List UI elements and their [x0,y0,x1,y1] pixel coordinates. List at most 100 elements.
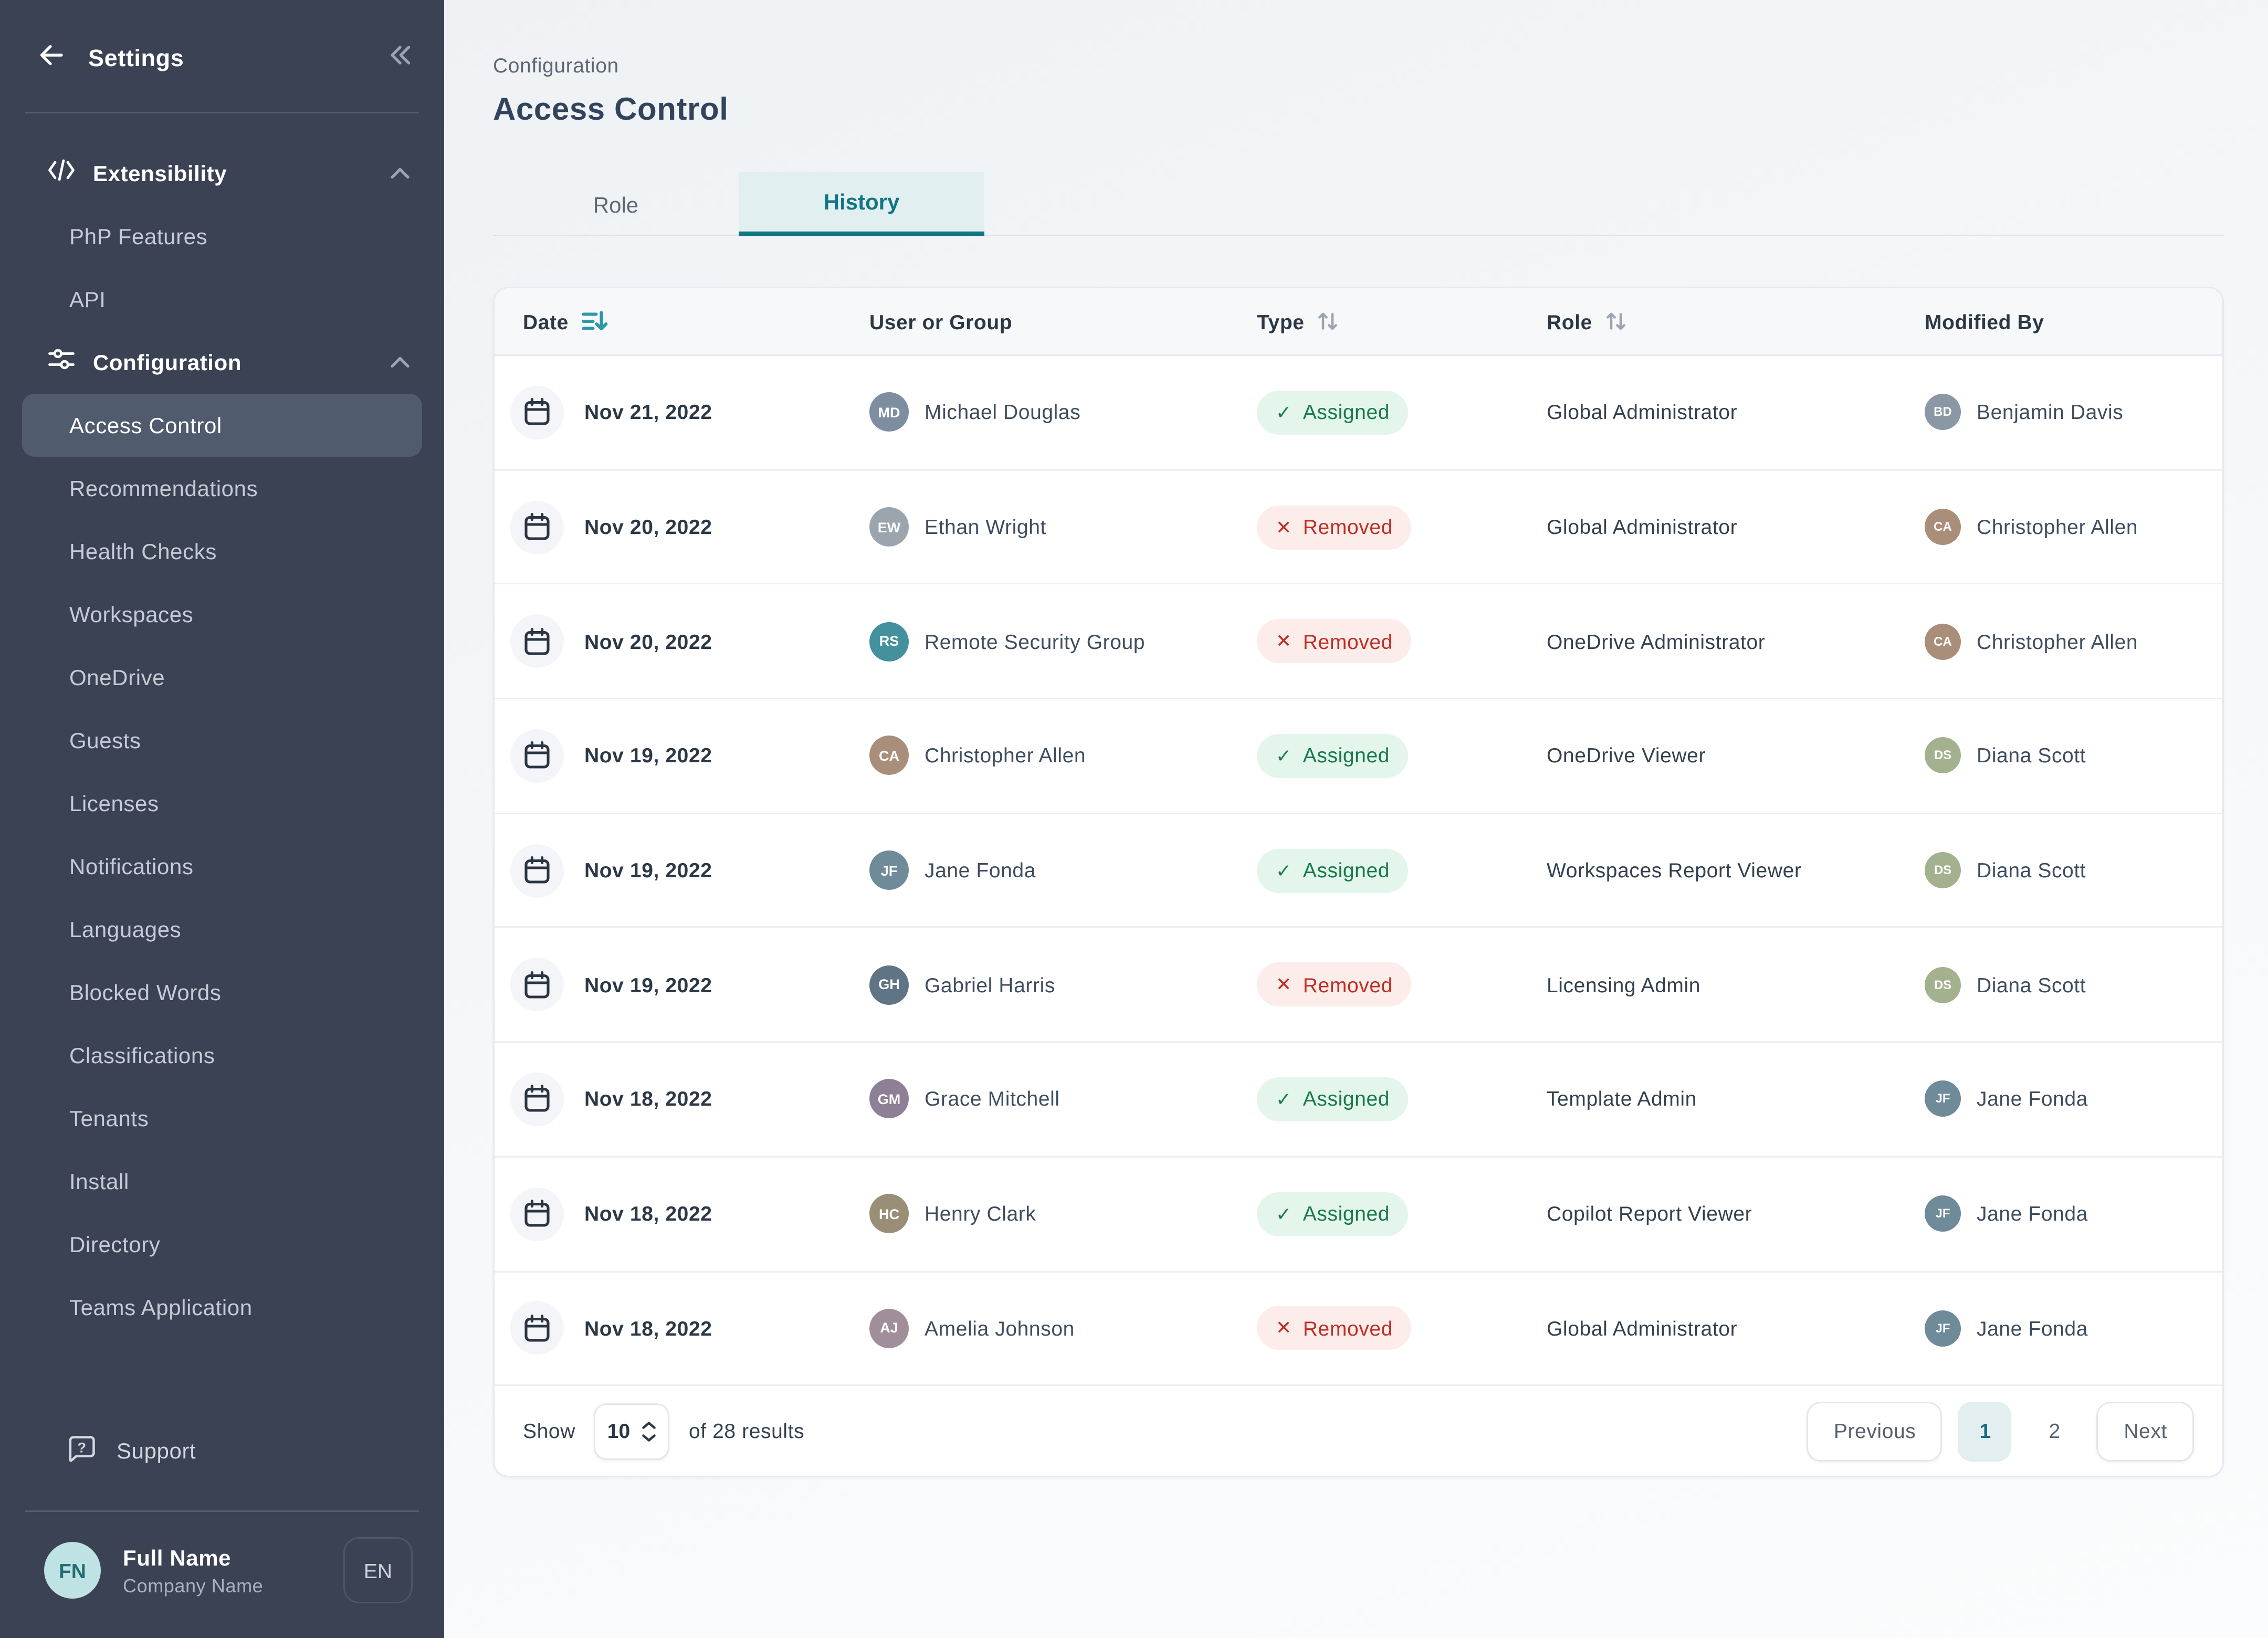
column-header-modified-by[interactable]: Modified By [1925,310,2222,333]
date-cell: Nov 18, 2022 [495,1186,869,1241]
previous-page-button[interactable]: Previous [1807,1401,1943,1462]
table-row[interactable]: Nov 18, 2022 GM Grace Mitchell ✓ Assigne… [495,1043,2222,1158]
support-button[interactable]: ? Support [0,1416,444,1485]
table-row[interactable]: Nov 21, 2022 MD Michael Douglas ✓ Assign… [495,356,2222,471]
row-date: Nov 19, 2022 [584,858,712,883]
double-chevron-left-icon [387,44,413,74]
sidebar-item[interactable]: Access Control [22,394,422,457]
sidebar-item[interactable]: Health Checks [22,520,422,583]
sidebar-section-extensibility[interactable]: Extensibility [22,142,422,205]
sidebar-item[interactable]: Workspaces [22,583,422,646]
collapse-sidebar-button[interactable] [387,44,413,74]
sidebar-item[interactable]: Classifications [22,1024,422,1087]
sidebar-item[interactable]: Licenses [22,772,422,835]
table-row[interactable]: Nov 18, 2022 AJ Amelia Johnson ✕ Removed [495,1272,2222,1387]
user-name: Remote Security Group [925,629,1146,654]
table-header-row: Date User or Group Type Role [495,288,2222,356]
modifier-name: Jane Fonda [1977,1087,2088,1111]
column-header-user-or-group[interactable]: User or Group [869,310,1257,333]
user-profile[interactable]: FN Full Name Company Name EN [0,1512,444,1638]
sort-descending-icon[interactable] [581,310,608,332]
user-company-name: Company Name [123,1574,264,1597]
sidebar-item[interactable]: Languages [22,898,422,961]
language-selector[interactable]: EN [343,1537,413,1603]
sidebar-section-configuration[interactable]: Configuration [22,331,422,394]
user-cell: AJ Amelia Johnson [869,1308,1257,1348]
sidebar-item[interactable]: API [22,268,422,331]
row-role: OneDrive Viewer [1547,744,1706,768]
sidebar-item[interactable]: Directory [22,1213,422,1276]
extensibility-items: PhP Features API [22,205,422,331]
tab-history[interactable]: History [739,172,984,236]
sidebar-item[interactable]: Notifications [22,835,422,898]
user-cell: MD Michael Douglas [869,393,1257,433]
table-row[interactable]: Nov 20, 2022 EW Ethan Wright ✕ Removed [495,470,2222,585]
sidebar-item-label: Recommendations [69,476,258,501]
user-name: Michael Douglas [925,401,1081,425]
sort-up-down-icon[interactable] [1605,310,1627,332]
sidebar-item[interactable]: Tenants [22,1087,422,1150]
status-badge-label: Removed [1303,973,1393,997]
table-row[interactable]: Nov 18, 2022 HC Henry Clark ✓ Assigned [495,1157,2222,1272]
column-label: Role [1547,309,1592,333]
sidebar-item[interactable]: Blocked Words [22,961,422,1024]
sort-up-down-icon[interactable] [1317,310,1339,332]
column-header-type[interactable]: Type [1257,310,1547,333]
modifier-name: Jane Fonda [1977,1202,2088,1226]
sidebar-item[interactable]: Recommendations [22,457,422,520]
table-row[interactable]: Nov 20, 2022 RS Remote Security Group ✕ … [495,585,2222,700]
sidebar-item-label: Licenses [69,791,159,816]
status-badge-label: Assigned [1303,401,1390,425]
user-avatar: EW [869,507,909,547]
sidebar-item[interactable]: OneDrive [22,646,422,709]
user-avatar: MD [869,393,909,433]
type-cell: ✓ Assigned [1257,390,1547,435]
row-role: Template Admin [1547,1087,1697,1111]
table-row[interactable]: Nov 19, 2022 CA Christopher Allen ✓ Assi… [495,699,2222,814]
user-cell: CA Christopher Allen [869,736,1257,776]
table-row[interactable]: Nov 19, 2022 JF Jane Fonda ✓ Assigned [495,814,2222,929]
role-cell: Global Administrator [1547,401,1925,424]
sidebar-item[interactable]: Install [22,1150,422,1213]
tab-role[interactable]: Role [593,191,639,217]
back-arrow-icon [38,41,66,77]
status-badge: ✓ Assigned [1257,390,1409,435]
next-page-button[interactable]: Next [2097,1401,2194,1462]
page-number-1[interactable]: 1 [1958,1401,2012,1462]
sidebar-item[interactable]: Guests [22,709,422,772]
page-number-2[interactable]: 2 [2049,1419,2061,1443]
modifier-name: Diana Scott [1977,744,2086,768]
status-badge: ✕ Removed [1257,505,1412,549]
user-name: Grace Mitchell [925,1087,1060,1111]
sidebar-header: Settings [0,0,444,77]
user-cell: JF Jane Fonda [869,850,1257,890]
table-row[interactable]: Nov 19, 2022 GH Gabriel Harris ✕ Removed [495,928,2222,1043]
column-header-date[interactable]: Date [495,310,869,333]
column-header-role[interactable]: Role [1547,310,1925,333]
row-role: Licensing Admin [1547,973,1701,997]
status-badge-icon: ✕ [1276,516,1292,538]
status-badge-label: Removed [1303,515,1393,539]
row-date: Nov 18, 2022 [584,1202,712,1226]
main-content: Configuration Access Control Role Histor… [444,0,2268,1638]
sidebar-item[interactable]: PhP Features [22,205,422,268]
modifier-avatar: JF [1925,1081,1961,1118]
modifier-avatar: BD [1925,394,1961,431]
user-cell: GM Grace Mitchell [869,1079,1257,1119]
user-cell: GH Gabriel Harris [869,965,1257,1005]
user-avatar: CA [869,736,909,776]
page-size-stepper[interactable]: 10 [594,1403,670,1460]
sidebar-item-label: API [69,287,106,312]
calendar-icon [510,500,564,554]
user-name: Gabriel Harris [925,973,1055,997]
results-count-label: of 28 results [688,1419,805,1443]
sidebar-item-label: Access Control [69,413,222,438]
sidebar-item[interactable]: Teams Application [22,1276,422,1339]
show-label: Show [523,1419,575,1443]
modifier-avatar: JF [1925,1195,1961,1232]
status-badge-icon: ✕ [1276,1317,1292,1340]
user-name: Ethan Wright [925,515,1046,539]
back-button[interactable] [38,41,66,77]
calendar-icon [510,385,564,439]
support-label: Support [117,1438,196,1463]
